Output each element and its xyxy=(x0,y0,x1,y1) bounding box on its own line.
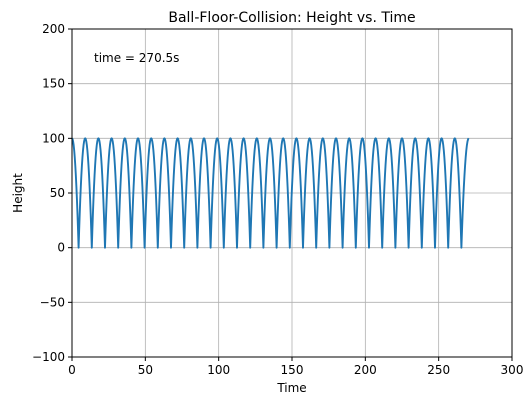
x-tick-label: 50 xyxy=(138,363,153,377)
x-tick-label: 300 xyxy=(501,363,524,377)
y-tick-label: 150 xyxy=(42,77,65,91)
x-tick-label: 150 xyxy=(281,363,304,377)
y-tick-label: 0 xyxy=(57,241,65,255)
y-tick-label: −100 xyxy=(32,350,65,364)
y-tick-label: 100 xyxy=(42,131,65,145)
y-tick-label: −50 xyxy=(40,295,65,309)
series-layer xyxy=(71,137,470,249)
y-tick-label: 200 xyxy=(42,22,65,36)
x-tick-label: 200 xyxy=(354,363,377,377)
x-axis-label: Time xyxy=(276,381,306,395)
y-axis-label: Height xyxy=(11,173,25,213)
plot-frame xyxy=(71,28,513,358)
chart-title: Ball-Floor-Collision: Height vs. Time xyxy=(168,10,415,26)
time-annotation: time = 270.5s xyxy=(94,51,179,65)
axis-ticks: 0 50 100 150 200 250 300 −100 −50 0 50 100 150 200 xyxy=(32,22,523,377)
y-tick-label: 50 xyxy=(50,186,65,200)
x-tick-label: 250 xyxy=(427,363,450,377)
height-series-line xyxy=(71,137,470,249)
x-tick-label: 100 xyxy=(207,363,230,377)
x-tick-label: 0 xyxy=(68,363,76,377)
